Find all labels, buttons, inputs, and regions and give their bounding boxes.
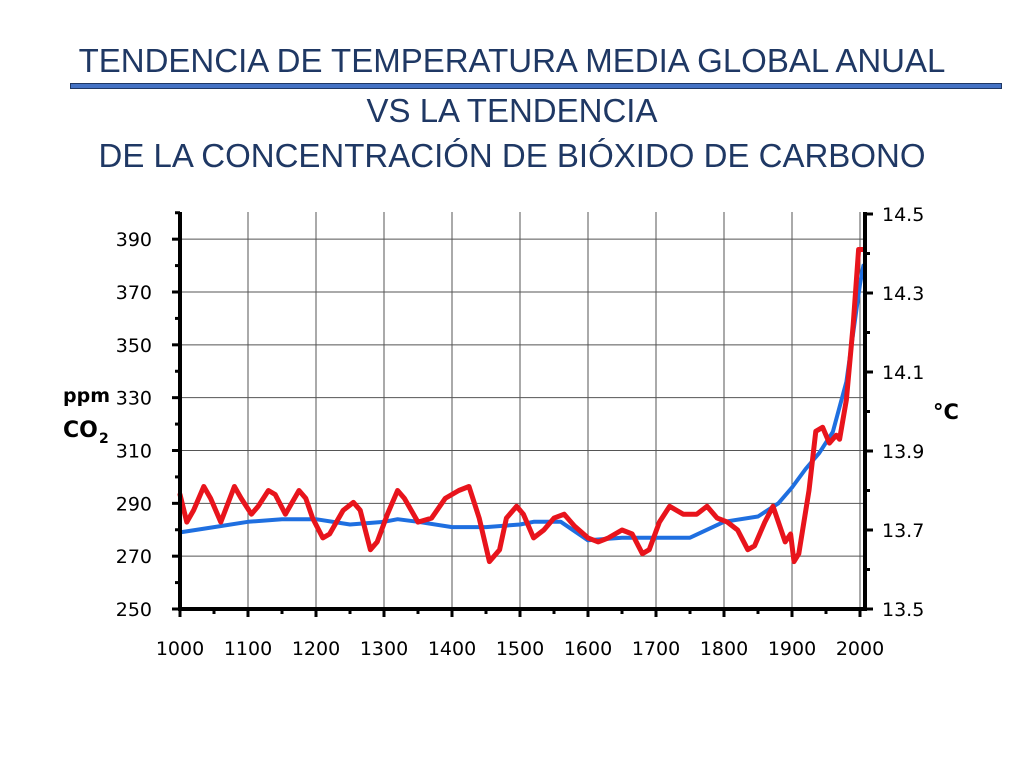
- x-tick-label: 2000: [836, 638, 884, 660]
- left-tick-label: 310: [116, 441, 152, 463]
- x-tick-label: 1800: [700, 638, 748, 660]
- right-axis-label: °C: [933, 400, 959, 424]
- x-tick-label: 1200: [292, 638, 340, 660]
- right-tick-label: 14.5: [882, 204, 924, 226]
- left-tick-label: 370: [116, 282, 152, 304]
- right-tick-label: 13.7: [882, 520, 924, 542]
- series-layer: [177, 247, 866, 565]
- left-tick-label: 250: [116, 599, 152, 621]
- right-tick-label: 14.3: [882, 283, 924, 305]
- left-axis-label-unit: ppm: [63, 385, 110, 407]
- left-tick-label: 390: [116, 229, 152, 251]
- left-tick-label: 270: [116, 546, 152, 568]
- right-tick-label: 13.9: [882, 441, 924, 463]
- title-line-2: VS LA TENDENCIA: [366, 92, 658, 129]
- right-tick-label: 13.5: [882, 599, 924, 621]
- left-tick-label: 330: [116, 388, 152, 410]
- left-axis-label-subscript: 2: [99, 431, 109, 447]
- x-tick-label: 1900: [768, 638, 816, 660]
- x-tick-label: 1700: [632, 638, 680, 660]
- right-tick-label: 14.1: [882, 362, 924, 384]
- x-tick-label: 1400: [428, 638, 476, 660]
- x-tick-label: 1100: [224, 638, 272, 660]
- x-tick-label: 1600: [564, 638, 612, 660]
- x-tick-label: 1000: [156, 638, 204, 660]
- x-tick-label: 1300: [360, 638, 408, 660]
- left-tick-label: 290: [116, 493, 152, 515]
- temperature-series-line: [177, 247, 866, 565]
- axis-layer: 250 270 290 310 330 350 370 390 13.5 13.7 13.9 14.1…: [63, 204, 959, 660]
- left-axis-label: CO: [63, 418, 98, 443]
- title-line-1: TENDENCIA DE TEMPERATURA MEDIA GLOBAL AN…: [78, 42, 946, 79]
- x-tick-label: 1500: [496, 638, 544, 660]
- left-tick-label: 350: [116, 335, 152, 357]
- grid-layer: [179, 212, 865, 610]
- title-underline-bar: [70, 83, 1002, 89]
- co2-series-line: [178, 263, 866, 543]
- title-line-3: DE LA CONCENTRACIÓN DE BIÓXIDO DE CARBON…: [98, 137, 926, 174]
